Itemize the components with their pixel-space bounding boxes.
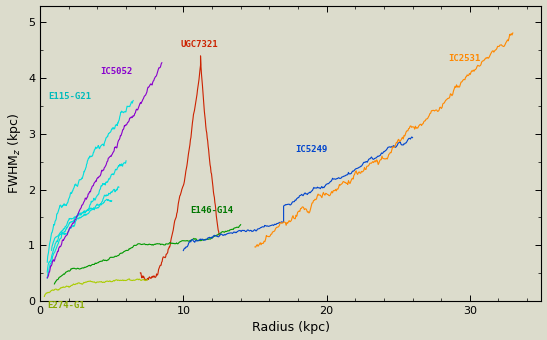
Text: IC2531: IC2531 <box>449 54 481 63</box>
Text: IC5249: IC5249 <box>295 144 327 154</box>
X-axis label: Radius (kpc): Radius (kpc) <box>252 321 330 335</box>
Text: E115-G21: E115-G21 <box>49 92 92 101</box>
Y-axis label: FWHM$_z$ (kpc): FWHM$_z$ (kpc) <box>5 113 22 194</box>
Text: E274-G1: E274-G1 <box>47 301 85 310</box>
Text: UGC7321: UGC7321 <box>181 40 218 49</box>
Text: IC5052: IC5052 <box>100 67 132 75</box>
Text: E146-G14: E146-G14 <box>190 206 234 215</box>
